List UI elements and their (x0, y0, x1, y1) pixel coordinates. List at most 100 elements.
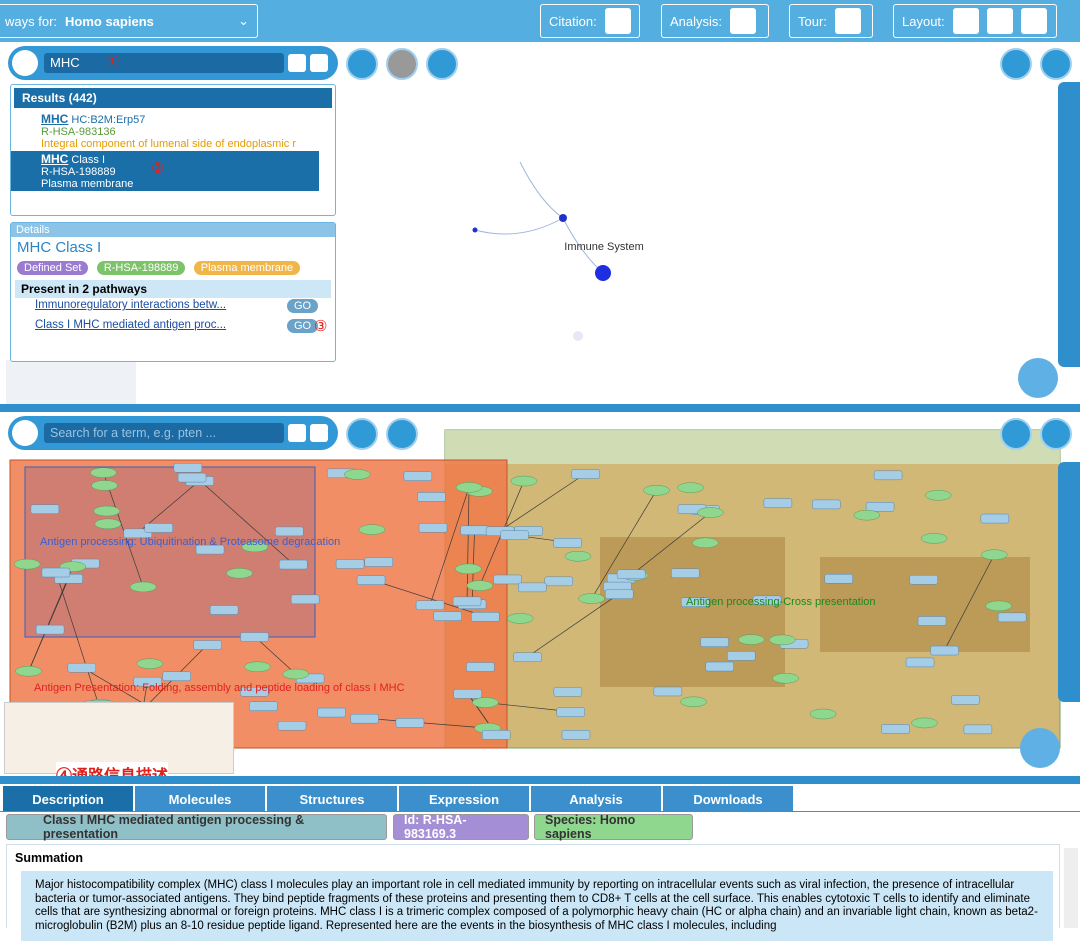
complex-node (571, 469, 600, 479)
result-name: Class I (71, 154, 106, 166)
navigate-button[interactable] (1040, 48, 1072, 80)
splitter[interactable] (0, 776, 1080, 784)
edge (591, 490, 657, 599)
complex-node (415, 600, 445, 610)
complex-node (752, 595, 782, 606)
go-button[interactable]: GO (287, 299, 319, 313)
entity-node (920, 533, 948, 544)
tab[interactable]: Analysis (531, 786, 661, 812)
tab[interactable]: Molecules (135, 786, 265, 812)
tour-button[interactable]: Tour: (789, 4, 873, 38)
pathway-link[interactable]: Class I MHC mediated antigen proc... (35, 319, 227, 331)
complex-node (553, 538, 582, 548)
complex-node (433, 611, 462, 621)
entity-node (680, 696, 707, 708)
entity-node (911, 717, 938, 729)
node (472, 227, 478, 233)
edge (55, 571, 100, 705)
pan-control[interactable] (1020, 728, 1060, 768)
navigate-button[interactable] (1040, 418, 1072, 450)
download-button[interactable] (1000, 48, 1032, 80)
options-button[interactable] (310, 424, 328, 442)
tab[interactable]: Expression (399, 786, 529, 812)
pathway-row[interactable]: Class I MHC mediated antigen proc... GO … (11, 318, 335, 338)
go-button[interactable]: GO (287, 319, 319, 333)
entity-node (985, 600, 1012, 612)
edge (519, 161, 564, 219)
entity-node (358, 524, 386, 535)
complex-node (997, 612, 1027, 623)
edge (474, 217, 564, 235)
entity-node (90, 467, 117, 478)
entity-node (129, 581, 157, 593)
icon (952, 8, 979, 34)
layout-button[interactable]: Layout: (893, 4, 1057, 38)
options-button[interactable] (310, 54, 328, 72)
tab[interactable]: Structures (267, 786, 397, 812)
species: Homo sapiens (65, 13, 154, 29)
result-description: Plasma membrane (41, 178, 134, 190)
splitter[interactable] (0, 404, 1080, 412)
dropdown-arrow: ⌄ (238, 13, 249, 28)
pan-control[interactable] (1018, 358, 1058, 398)
annotation: ④通路信息描述 (56, 762, 169, 776)
search-button[interactable] (288, 54, 306, 72)
result-name-bold: MHC (41, 152, 69, 166)
pathway-link[interactable]: Immunoregulatory interactions betw... (35, 299, 227, 311)
complex-node (471, 612, 500, 622)
search-button[interactable] (288, 424, 306, 442)
entity-node (809, 708, 837, 720)
hierarchy-button[interactable] (386, 418, 418, 450)
side-panel[interactable] (1058, 462, 1080, 702)
search-bar: MHC ① (8, 46, 338, 80)
pathway-diagram: Antigen processing: Ubiquitination & Pro… (9, 429, 1061, 749)
side-panel[interactable] (1058, 82, 1080, 367)
tab-active[interactable]: Description (3, 786, 133, 812)
complex-node (905, 657, 935, 668)
complex-node (561, 730, 591, 740)
complex-node (460, 525, 489, 536)
species-chip: Species: Homo sapiens (534, 813, 693, 841)
result-name: HC:B2M:Erp57 (71, 114, 146, 126)
thumbnail (6, 360, 136, 404)
pathway-row[interactable]: Immunoregulatory interactions betw... GO (11, 298, 335, 318)
search-input[interactable]: MHC ① (44, 53, 284, 73)
result-item-selected[interactable]: MHC Class I R-HSA-198889 Plasma membrane… (11, 151, 319, 191)
toolbar: ways for: Homo sapiens ⌄ Citation: Analy… (0, 0, 1080, 42)
complex-node (335, 559, 365, 569)
complex-node (144, 523, 173, 533)
tag: R-HSA-198889 (96, 261, 186, 275)
complex-node (466, 662, 495, 672)
tab[interactable]: Downloads (663, 786, 793, 812)
fit-button[interactable] (346, 418, 378, 450)
subpathway (600, 537, 785, 687)
search-icon (12, 50, 38, 76)
summation-text: Major histocompatibility complex (MHC) c… (21, 871, 1053, 941)
entity-node (510, 475, 538, 487)
result-id: R-HSA-983136 (41, 126, 116, 138)
scrollbar[interactable] (1064, 848, 1078, 928)
complex-node (35, 624, 65, 635)
graph-button[interactable] (386, 48, 418, 80)
complex-node (553, 687, 583, 697)
complex-node (356, 575, 386, 585)
details-title: MHC Class I (17, 239, 102, 256)
entity-node (226, 568, 253, 579)
species-selector[interactable]: ways for: Homo sapiens ⌄ (0, 4, 258, 38)
entity-node (13, 558, 41, 570)
result-description: Integral component of lumenal side of en… (41, 138, 296, 150)
entity-node (15, 665, 42, 677)
result-item[interactable]: MHC HC:B2M:Erp57 R-HSA-983136 Integral c… (11, 111, 335, 151)
results-header: Results (442) (14, 88, 332, 108)
citation-button[interactable]: Citation: (540, 4, 640, 38)
fireworks-button[interactable] (426, 48, 458, 80)
complex-node (909, 574, 938, 585)
complex-node (930, 645, 959, 656)
analysis-button[interactable]: Analysis: (661, 4, 769, 38)
download-button[interactable] (1000, 418, 1032, 450)
search-input[interactable]: Search for a term, e.g. pten ... (44, 423, 284, 443)
complex-node (453, 689, 482, 699)
fit-button[interactable] (346, 48, 378, 80)
complex-node (240, 632, 269, 642)
search-bar: Search for a term, e.g. pten ... (8, 416, 338, 450)
